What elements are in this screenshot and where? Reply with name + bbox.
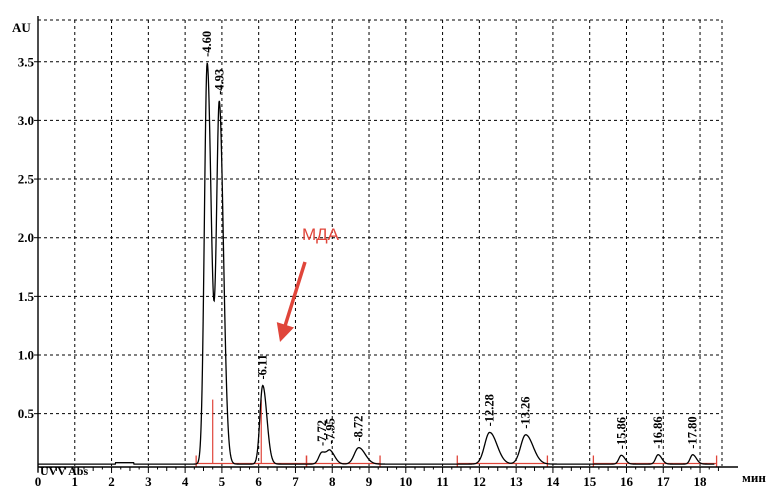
- integration-baselines: [195, 399, 718, 468]
- x-tick-label: 2: [108, 474, 115, 489]
- x-tick-label: 3: [145, 474, 152, 489]
- chromatogram-trace: [38, 62, 715, 465]
- x-axis-unit: мин: [742, 470, 766, 485]
- x-tick-label: 8: [329, 474, 336, 489]
- x-tick-label: 17: [657, 474, 671, 489]
- annotation-arrowhead: [276, 322, 294, 342]
- x-tick-label: 0: [35, 474, 42, 489]
- x-tick-label: 1: [72, 474, 79, 489]
- peak-label: -17.80: [686, 416, 700, 448]
- x-tick-label: 12: [473, 474, 486, 489]
- x-tick-label: 6: [255, 474, 262, 489]
- y-tick-labels: 0.5 1.0 1.5 2.0 2.5 3.0 3.5: [18, 54, 35, 421]
- y-tick-label: 3.0: [18, 113, 34, 128]
- x-tick-label: 10: [399, 474, 412, 489]
- x-tick-label: 13: [510, 474, 524, 489]
- y-tick-label: 2.0: [18, 230, 34, 245]
- annotation-label: МДА: [302, 225, 340, 244]
- x-tick-label: 14: [546, 474, 560, 489]
- grid: [38, 19, 723, 466]
- peak-label: -13.26: [519, 396, 533, 428]
- axes: [34, 16, 738, 473]
- peak-label: -4.93: [212, 69, 226, 95]
- peak-label: -15.86: [614, 417, 628, 449]
- peak-label: -12.28: [483, 394, 497, 426]
- peak-label: -4.60: [200, 31, 214, 57]
- x-tick-label: 4: [182, 474, 189, 489]
- peak-labels: -4.60 -4.93 -6.11 -7.72-7.95 -8.72 -12.28 -13.…: [200, 31, 699, 449]
- x-tick-labels: 0 1 2 3 4 5 6 7 8 9 10 11 12 13 14 15 16 17 18: [35, 474, 707, 489]
- peak-label: -7.72: [315, 420, 329, 446]
- y-tick-label: 3.5: [18, 54, 35, 69]
- x-tick-label: 15: [583, 474, 597, 489]
- peak-label: -7.95: [323, 418, 337, 444]
- y-axis-unit: AU: [12, 20, 31, 35]
- peak-label: -8.72: [352, 416, 366, 442]
- peak-label: -6.11: [256, 354, 270, 379]
- y-tick-label: 1.5: [18, 289, 35, 304]
- annotation: МДА: [276, 225, 340, 342]
- detector-label: UVV Abs: [40, 464, 88, 478]
- x-tick-label: 7: [292, 474, 299, 489]
- x-tick-label: 16: [620, 474, 634, 489]
- x-tick-label: 9: [366, 474, 373, 489]
- x-tick-label: 18: [694, 474, 708, 489]
- annotation-arrow: [283, 261, 307, 328]
- x-tick-label: 11: [436, 474, 448, 489]
- y-tick-label: 1.0: [18, 348, 34, 363]
- peak-label: -16.86: [651, 416, 665, 448]
- x-tick-label: 5: [219, 474, 226, 489]
- y-tick-label: 2.5: [18, 172, 35, 187]
- y-tick-label: 0.5: [18, 406, 35, 421]
